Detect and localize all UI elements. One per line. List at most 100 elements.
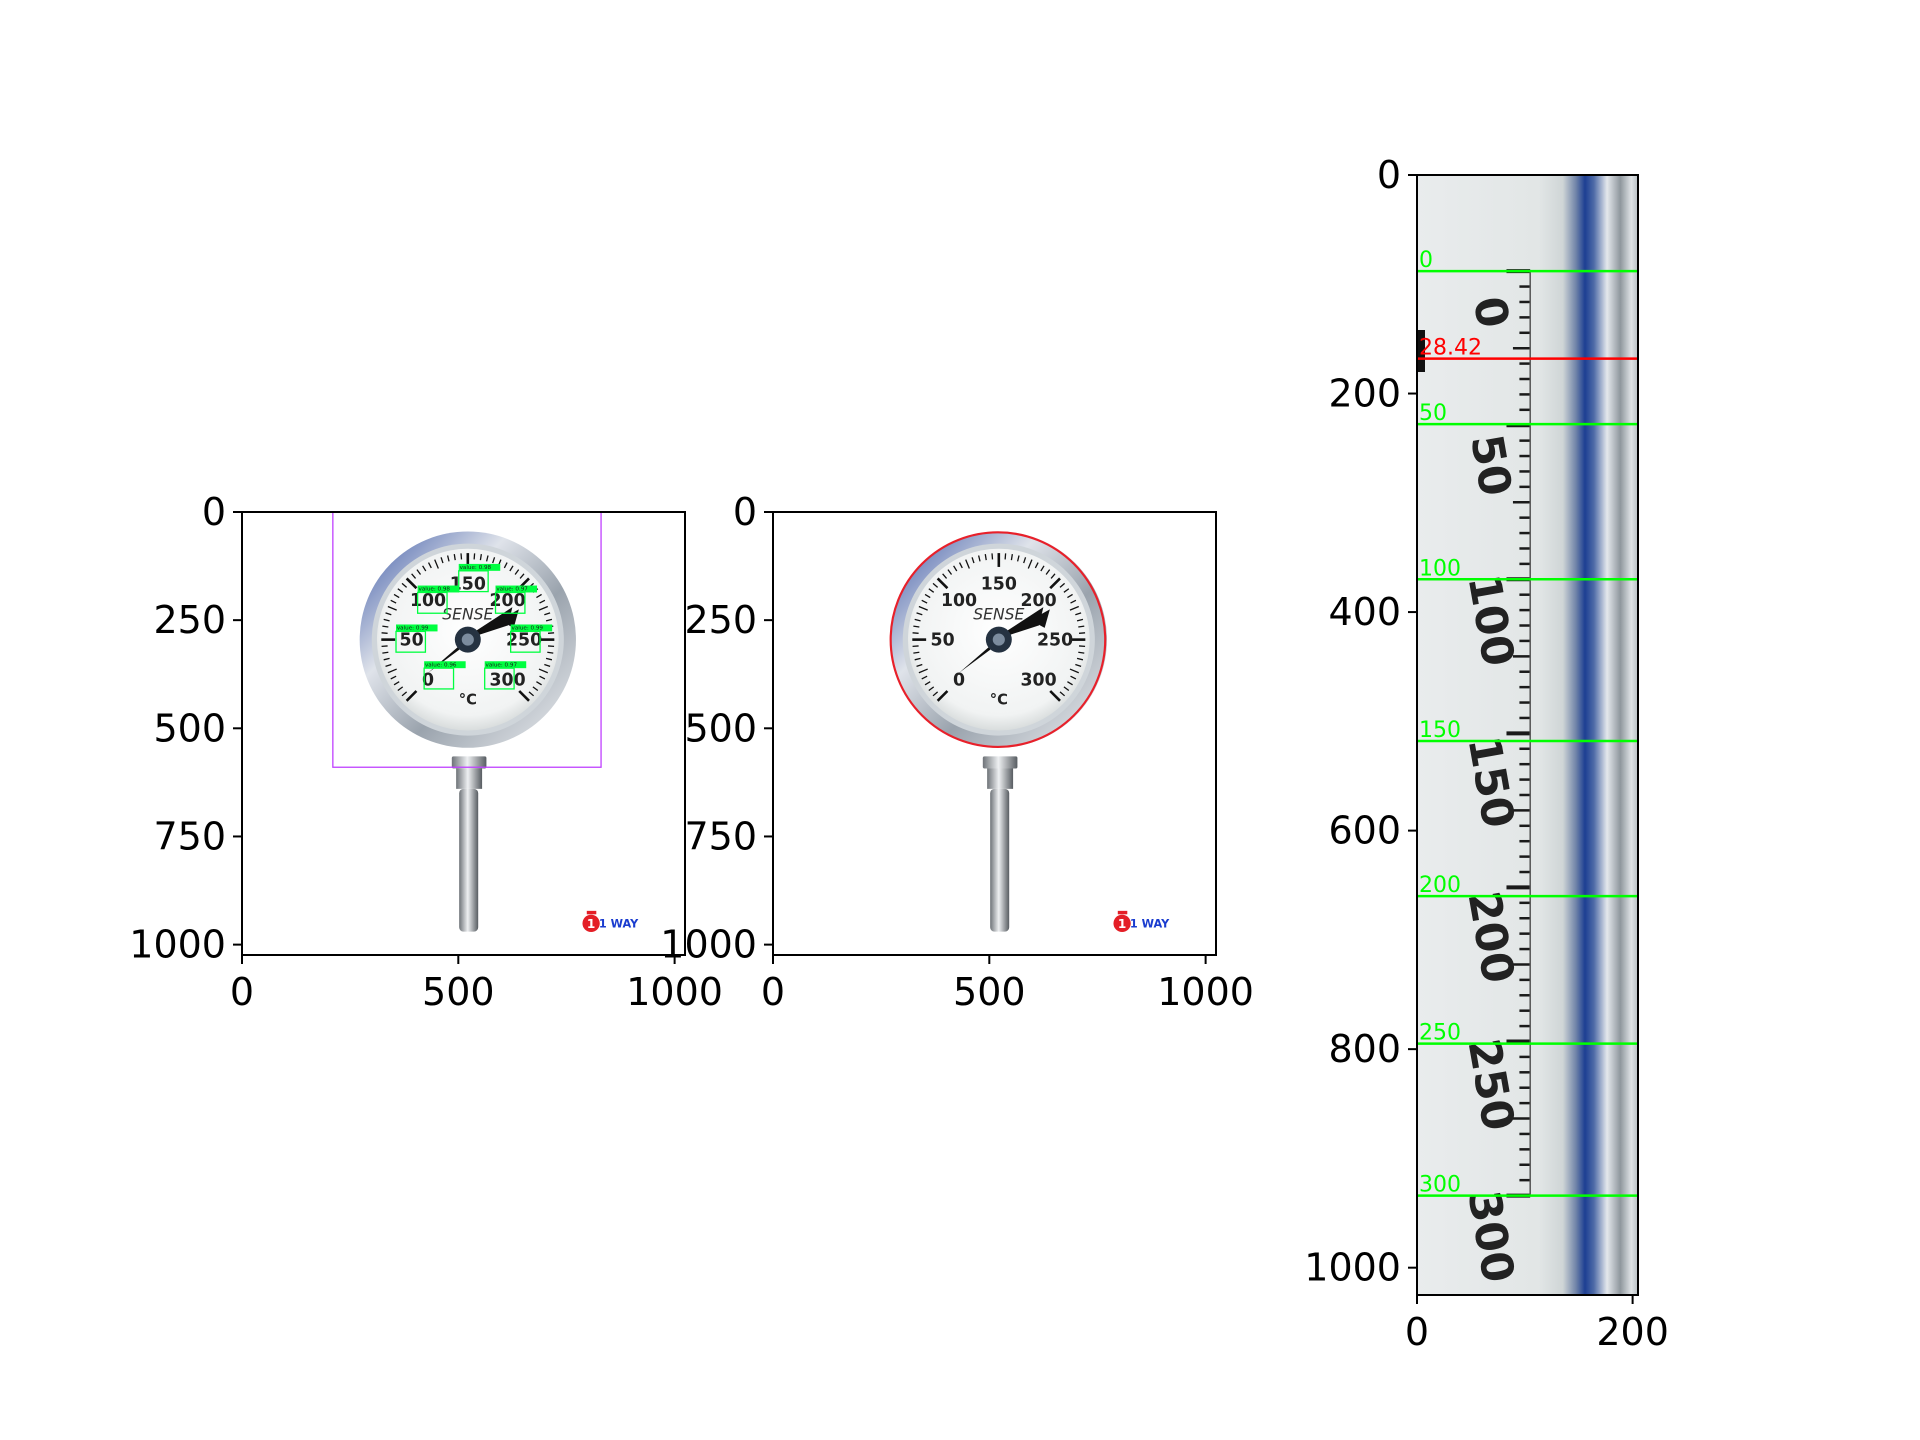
detection-label: value: 0.99 — [512, 626, 544, 632]
dial-ticks — [912, 553, 1086, 702]
dial-tick — [383, 618, 390, 622]
dial-tick — [387, 605, 397, 611]
y-tick-label: 250 — [153, 598, 226, 642]
detection-label-bg — [484, 661, 527, 669]
detection-box — [458, 570, 489, 593]
dial-tick — [958, 562, 963, 569]
y-tick-label: 750 — [684, 814, 757, 858]
dial-tick — [492, 557, 496, 564]
dial-tick — [518, 690, 530, 702]
dial-tick — [1067, 681, 1073, 686]
dial-tick — [1027, 559, 1033, 569]
y-tick-label: 500 — [684, 706, 757, 750]
needle-shadow — [1417, 330, 1425, 372]
detection-label-bg — [417, 585, 460, 593]
dial-tick — [913, 625, 920, 628]
dial-number: 250 — [1037, 631, 1073, 651]
dial-tick — [434, 559, 439, 569]
svg-text:1: 1 — [1118, 917, 1126, 931]
x-tick-label: 0 — [1405, 1310, 1429, 1354]
detection-label: value: 0.99 — [397, 626, 429, 632]
pointer-line: 28.42 — [1417, 336, 1638, 361]
dial-tick — [479, 554, 482, 561]
dial-tick — [385, 663, 392, 667]
dial-tick — [914, 657, 921, 661]
dial-tick — [1045, 569, 1051, 575]
dial-tick — [405, 577, 418, 590]
detection-label-bg — [510, 624, 553, 632]
scale-line-label: 50 — [1419, 401, 1447, 426]
dial-tick — [1059, 582, 1066, 588]
y-tick-label: 1000 — [1304, 1246, 1401, 1290]
dial-tick — [913, 651, 920, 654]
dial-tick — [1069, 605, 1079, 611]
dial-unit-label: °C — [459, 692, 477, 709]
dial-tick — [1050, 573, 1056, 579]
x-tick-label: 1000 — [626, 970, 723, 1014]
dial-tick — [1078, 651, 1085, 654]
dial-tick — [932, 582, 939, 588]
dial-tick — [545, 657, 553, 661]
dial-tick — [1010, 554, 1013, 561]
dial-tick — [422, 565, 427, 572]
dial-tick — [401, 582, 408, 588]
dial-tick — [532, 686, 539, 691]
dial-tick — [932, 691, 939, 697]
dial-tick — [440, 557, 444, 564]
dial-tick — [446, 555, 450, 562]
scale-line-label: 300 — [1419, 1173, 1461, 1198]
dial-tick — [397, 588, 404, 593]
scale-line-label: 150 — [1419, 718, 1461, 743]
dial-tick — [544, 612, 551, 616]
x-tick-label: 0 — [761, 970, 785, 1014]
dial-tick — [918, 605, 928, 611]
dial-tick — [536, 681, 542, 686]
dial-tick — [1076, 618, 1084, 622]
detection: value: 0.99 — [509, 624, 553, 653]
y-tick-label: 1000 — [660, 923, 757, 967]
dial-tick — [547, 651, 554, 654]
dial-tick — [1059, 691, 1066, 697]
dial-tick — [936, 690, 949, 702]
dial-tick — [977, 555, 981, 562]
dial-brand-label: SENSE — [973, 605, 1024, 623]
watermark-logo: 1 1 WAY — [582, 910, 639, 933]
detection: value: 0.98 — [416, 585, 460, 614]
detection-label-bg — [396, 624, 438, 632]
dial-tick — [538, 605, 548, 611]
dial-tick — [503, 562, 508, 569]
dial-tick — [405, 690, 418, 702]
dial-tick — [539, 675, 546, 680]
dial-tick — [401, 691, 408, 697]
x-tick-label: 1000 — [1157, 970, 1254, 1014]
dial-tick — [914, 618, 921, 622]
dial-tick — [1075, 663, 1082, 667]
x-tick-label: 0 — [230, 970, 254, 1014]
pointer-reading-label: 28.42 — [1419, 336, 1482, 361]
dial-tick — [1023, 557, 1027, 564]
dial-number: 250 — [506, 631, 542, 651]
dial-tick — [544, 663, 551, 667]
dial-tick — [390, 675, 397, 680]
dial-tick — [1076, 657, 1084, 661]
dial-tick — [453, 554, 456, 561]
dial-tick — [519, 573, 525, 579]
y-tick-label: 400 — [1328, 590, 1401, 634]
dial-tick — [393, 681, 400, 686]
dial-tick — [387, 668, 397, 674]
dial-tick — [965, 559, 970, 569]
scale-line-label: 250 — [1419, 1021, 1461, 1046]
dial-tick — [390, 599, 397, 604]
detection-boxes: value: 0.96 value: 0.99 value: 0.98 value: … — [395, 563, 553, 690]
detection-label: value: 0.97 — [486, 662, 518, 668]
dial-tick — [924, 681, 931, 686]
dial-number: 50 — [400, 631, 424, 651]
dial-tick — [1078, 625, 1085, 628]
dial-number: 300 — [1021, 670, 1057, 690]
